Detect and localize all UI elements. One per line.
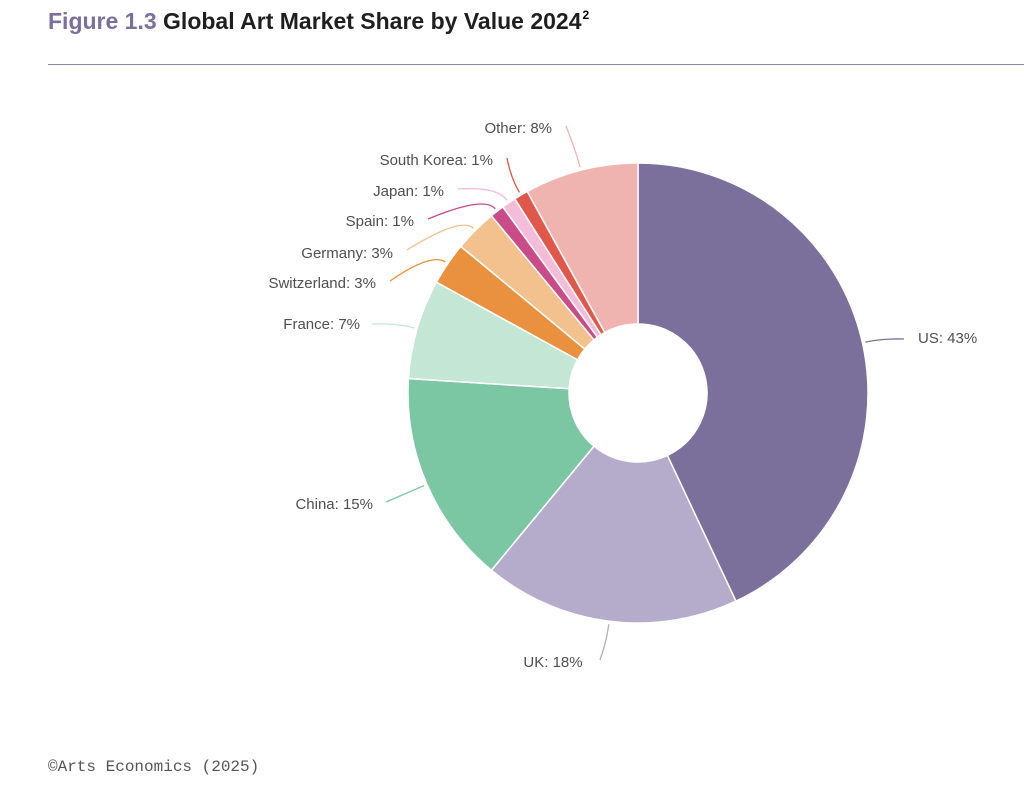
- label-china: China: 15%: [295, 496, 373, 513]
- leader-line-us: [865, 338, 905, 343]
- leader-line-germany: [406, 224, 474, 251]
- leader-line-other: [565, 125, 581, 168]
- label-germany: Germany: 3%: [301, 245, 393, 262]
- label-us: US: 43%: [918, 330, 977, 347]
- title-text: Global Art Market Share by Value 2024: [163, 8, 582, 34]
- label-japan: Japan: 1%: [373, 183, 444, 200]
- leader-line-spain: [427, 203, 496, 220]
- slice-uk: [490, 445, 737, 624]
- label-uk: UK: 18%: [523, 654, 582, 671]
- leader-line-south-korea: [506, 157, 520, 193]
- leader-line-france: [371, 323, 415, 329]
- slice-china: [407, 377, 596, 572]
- slice-other: [526, 162, 639, 334]
- label-other: Other: 8%: [484, 120, 552, 137]
- leader-line-switzerland: [389, 259, 446, 282]
- leader-line-china: [385, 484, 425, 503]
- footnote-marker: 2: [582, 8, 590, 22]
- label-switzerland: Switzerland: 3%: [268, 275, 376, 292]
- label-spain: Spain: 1%: [346, 213, 414, 230]
- slice-us: [637, 162, 869, 603]
- label-france: France: 7%: [283, 316, 360, 333]
- leader-line-japan: [457, 187, 508, 201]
- chart-title: Figure 1.3 Global Art Market Share by Va…: [48, 4, 589, 38]
- figure-number: Figure 1.3: [48, 8, 157, 34]
- leader-line-uk: [599, 624, 610, 661]
- source-credit: ©Arts Economics (2025): [48, 758, 260, 776]
- title-divider: [48, 64, 1024, 65]
- label-south-korea: South Korea: 1%: [380, 152, 493, 169]
